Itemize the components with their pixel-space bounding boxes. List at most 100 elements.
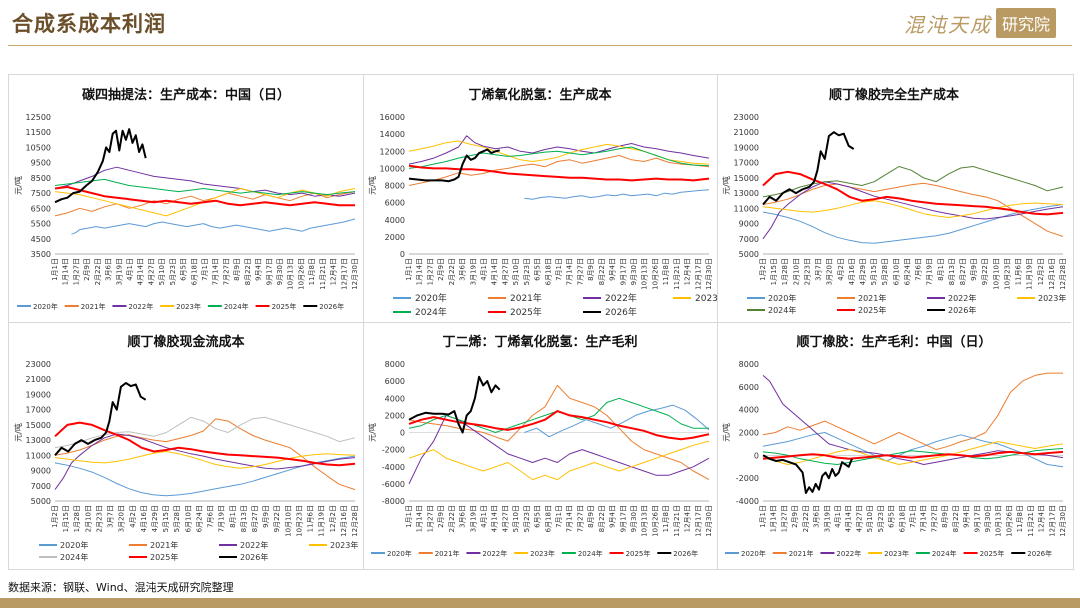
x-tick-label: 7月1日 [555,258,563,281]
x-tick-label: 3月20日 [118,505,126,532]
x-tick-label: 10月26日 [651,505,659,537]
y-tick-label: 8500 [31,174,51,183]
series-line-2021年 [408,155,710,186]
x-tick-label: 4月1日 [834,505,842,528]
x-tick-label: 11月19日 [318,505,326,537]
x-tick-label: 10月23日 [1003,258,1011,290]
x-tick-label: 9月9日 [262,505,270,528]
y-tick-label: 15000 [26,421,51,430]
x-tick-label: 11月21日 [319,258,327,290]
y-tick-label: 8000 [385,360,405,369]
series-line-2021年 [762,182,1064,237]
y-tick-label: -2000 [382,446,405,455]
legend-label: 2021年 [858,293,886,303]
x-tick-label: 6月10日 [892,258,900,285]
series-line-2024年 [762,166,1064,198]
series-line-2023年 [762,441,1064,465]
company-logo: 混沌天成 研究院 [904,8,1056,38]
legend-label: 2020年 [33,302,58,311]
x-tick-label: 1月27日 [780,505,788,532]
series-line-2024年 [54,416,356,449]
x-tick-label: 11月8日 [308,258,316,285]
x-tick-label: 12月17日 [340,258,348,290]
chart-title: 丁烯氧化脱氢：生产成本 [468,87,611,103]
series-line-2025年 [762,170,1064,216]
x-tick-label: 5月23日 [877,505,885,532]
y-tick-label: 6000 [385,199,405,208]
x-tick-label: 7月6日 [207,505,215,528]
x-tick-label: 12月30日 [705,258,713,290]
x-tick-label: 10月10日 [992,258,1000,290]
legend-label: 2022年 [605,292,637,304]
series-line-2026年 [54,128,147,204]
y-tick-label: -6000 [382,480,405,489]
y-tick-label: 14000 [380,130,405,139]
x-tick-label: 12月2日 [329,505,337,532]
y-tick-label: 4500 [31,235,51,244]
x-tick-label: 8月22日 [952,505,960,532]
legend-label: 2020年 [741,549,766,558]
x-tick-label: 7月27日 [930,505,938,532]
x-tick-label: 12月16日 [340,505,348,537]
x-tick-label: 3月7日 [815,258,823,281]
legend-label: 2024年 [768,305,796,315]
legend-label: 2023年 [330,540,358,550]
x-tick-label: 4月14日 [491,505,499,532]
x-tick-label: 12月30日 [351,258,359,290]
y-tick-label: 2000 [739,429,759,438]
y-tick-label: 16000 [380,113,405,122]
x-tick-label: 7月27日 [576,258,584,285]
y-axis-label: 元/吨 [13,423,23,442]
series-line-2025年 [54,186,355,207]
x-tick-label: 5月15日 [870,258,878,285]
y-tick-label: 6000 [385,377,405,386]
series-line-2020年 [71,218,356,235]
x-tick-label: 2月9日 [791,505,799,528]
x-tick-label: 5月10日 [512,505,520,532]
y-tick-label: 21000 [26,375,51,384]
x-tick-label: 5月10日 [512,258,520,285]
legend-label: 2023年 [1038,293,1066,303]
legend-label: 2025年 [272,302,297,311]
x-tick-label: 12月4日 [330,258,338,285]
x-tick-label: 10月13日 [641,258,649,290]
x-tick-label: 7月1日 [201,258,209,281]
x-tick-label: 11月8日 [1016,505,1024,532]
x-tick-label: 1月1日 [405,505,413,528]
x-tick-label: 12月17日 [1048,505,1056,537]
x-tick-label: 10月26日 [651,258,659,290]
x-tick-label: 2月9日 [437,505,445,528]
x-tick-label: 9月4日 [255,258,263,281]
x-tick-label: 11月19日 [1026,258,1034,290]
x-tick-label: 4月16日 [848,258,856,285]
x-tick-label: 8月22日 [244,258,252,285]
legend-label: 2026年 [1027,549,1052,558]
x-tick-label: 1月14日 [416,505,424,532]
chart-panel-c4: 碳四抽提法：生产成本：中国（日） 元/吨 3500 4500 5500 6500 7500 8… [9,75,364,323]
x-tick-label: 8月22日 [598,505,606,532]
page-header: 合成系成本利润 混沌天成 研究院 [0,0,1080,46]
series-line-2022年 [762,181,1064,240]
x-tick-label: 10月26日 [1005,505,1013,537]
y-tick-label: 10000 [380,164,405,173]
legend-label: 2022年 [948,293,976,303]
x-tick-label: 12月2日 [1037,258,1045,285]
x-tick-label: 8月13日 [240,505,248,532]
x-tick-label: 8月22日 [598,258,606,285]
y-tick-label: 15000 [734,174,759,183]
series-line-2020年 [524,404,710,438]
x-tick-label: 9月9日 [970,258,978,281]
x-tick-label: 11月8日 [662,258,670,285]
x-tick-label: 1月27日 [72,258,80,285]
chart-title: 顺丁橡胶完全生产成本 [829,87,959,103]
legend-label: 2021年 [789,549,814,558]
series-line-2025年 [408,164,710,182]
series-line-2021年 [762,372,1063,451]
x-tick-label: 5月23日 [523,505,531,532]
x-tick-label: 6月18日 [190,258,198,285]
series-line-2022年 [762,375,1064,465]
x-tick-label: 3月19日 [469,258,477,285]
x-tick-label: 8月1日 [229,505,237,528]
x-tick-label: 12月17日 [694,505,702,537]
